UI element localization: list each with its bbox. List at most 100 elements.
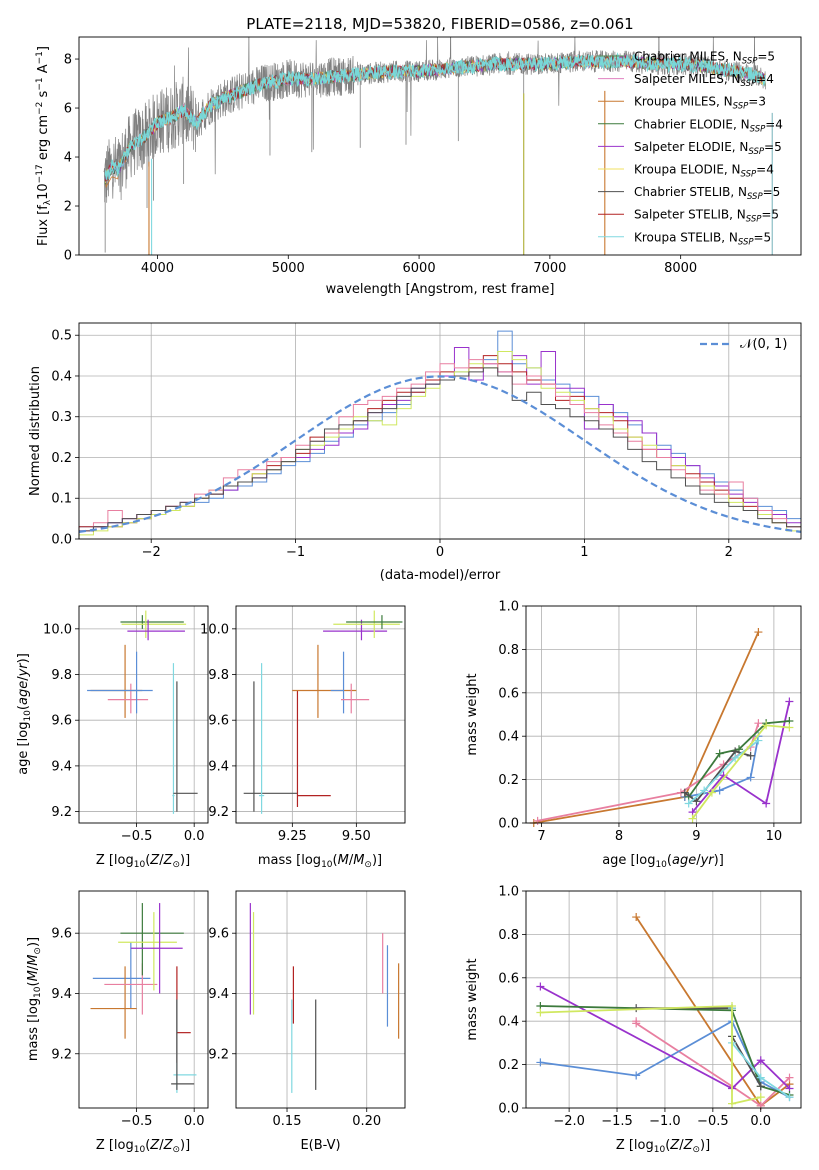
x-tick-label: 1: [580, 545, 588, 560]
y-tick-label: 0.0: [498, 1102, 519, 1117]
data-point-marker: [754, 719, 763, 728]
x-tick-label: 8000: [664, 261, 697, 276]
x-tick-label: 8: [615, 829, 623, 844]
data-point-marker: [746, 751, 755, 760]
y-axis-label: age [log10(age/yr)]: [16, 653, 33, 775]
data-point-marker: [692, 797, 701, 806]
x-tick-label: −1.5: [601, 1114, 633, 1129]
axes-frame: [78, 36, 802, 256]
x-tick-label: 0.0: [184, 1114, 205, 1129]
axes-frame: [525, 890, 802, 1109]
data-point-marker: [762, 799, 771, 808]
data-point-marker: [756, 1073, 765, 1082]
y-tick-label: 9.6: [208, 714, 229, 729]
mass-weight-vs-metallicity-panel: −2.0 −1.5 −1.0 −0.5 0.0 0.0 0.2 0.4 0.6 0.8 1.0 mas…: [465, 885, 802, 1155]
residual-histogram-panel: −2 −1 0 1 2 0.0 0.1 0.2 0.3 0.4 0.5 (data-model)/er…: [28, 322, 802, 583]
y-tick-label: 0.8: [498, 928, 519, 943]
data-point-marker: [632, 1071, 641, 1080]
x-tick-label: 7: [537, 829, 545, 844]
x-tick-label: 5000: [272, 261, 305, 276]
legend-label: Salpeter STELIB, NSSP=5: [634, 208, 779, 225]
y-tick-label: 0.2: [498, 773, 519, 788]
y-tick-label: 0.0: [498, 817, 519, 832]
data-point-marker: [684, 799, 693, 808]
x-axis-label: age [log10(age/yr)]: [602, 853, 724, 870]
y-tick-label: 0.2: [51, 451, 72, 466]
data-point-marker: [762, 721, 771, 730]
y-tick-label: 9.4: [208, 987, 229, 1002]
x-tick-label: 0.15: [273, 1114, 302, 1129]
axes-frame: [78, 890, 209, 1109]
data-point-marker: [536, 1058, 545, 1067]
axes-frame: [235, 605, 406, 824]
y-tick-label: 9.8: [51, 668, 72, 683]
axes-frame: [235, 890, 406, 1109]
x-tick-label: −0.5: [121, 1114, 153, 1129]
x-axis-label: Z [log10(Z/Z⊙)]: [96, 1138, 190, 1155]
mass-weight-series: [540, 1005, 761, 1105]
x-tick-label: 7000: [533, 261, 566, 276]
data-point-marker: [785, 723, 794, 732]
data-point-marker: [632, 1019, 641, 1028]
data-point-marker: [754, 736, 763, 745]
data-point-marker: [785, 697, 794, 706]
x-tick-label: 0: [436, 545, 444, 560]
data-point-marker: [680, 788, 689, 797]
legend-label: Chabrier STELIB, NSSP=5: [634, 185, 780, 202]
y-tick-label: 0.4: [498, 730, 519, 745]
x-tick-label: 2: [725, 545, 733, 560]
y-tick-label: 10.0: [43, 622, 72, 637]
y-tick-label: 0: [64, 249, 72, 264]
y-tick-label: 0.4: [51, 369, 72, 384]
y-tick-label: 1.0: [498, 600, 519, 615]
axes-frame: [78, 605, 209, 824]
spectrum-panel: 4000 5000 6000 7000 8000 0 2 4 6 8 wavelength [Ang…: [35, 36, 802, 297]
data-point-marker: [728, 1002, 737, 1011]
x-tick-label: −1.0: [649, 1114, 681, 1129]
x-axis-label: Z [log10(Z/Z⊙)]: [616, 1138, 710, 1155]
figure-title: PLATE=2118, MJD=53820, FIBERID=0586, z=0…: [246, 15, 633, 33]
mass-weight-series: [539, 985, 791, 1090]
y-tick-label: 9.2: [208, 1047, 229, 1062]
x-tick-label: 10: [766, 829, 783, 844]
x-axis-label: wavelength [Angstrom, rest frame]: [326, 282, 555, 297]
x-axis-label: Z [log10(Z/Z⊙)]: [96, 853, 190, 870]
y-tick-label: 0.0: [51, 533, 72, 548]
y-tick-label: 1.0: [498, 885, 519, 900]
y-tick-label: 9.4: [51, 759, 72, 774]
y-axis-label: mass [log10(M/M⊙)]: [26, 937, 43, 1061]
x-tick-label: −0.5: [121, 829, 153, 844]
legend-label: Salpeter MILES, NSSP=4: [634, 72, 774, 89]
x-tick-label: −2.0: [553, 1114, 585, 1129]
data-point-marker: [632, 913, 641, 922]
data-point-marker: [756, 1056, 765, 1065]
data-point-marker: [707, 788, 716, 797]
data-point-marker: [715, 786, 724, 795]
gaussian-curve: [78, 375, 802, 533]
y-tick-label: 0.2: [498, 1058, 519, 1073]
data-point-marker: [533, 816, 542, 825]
y-tick-label: 0.5: [51, 329, 72, 344]
mass-vs-metallicity-panel: −0.5 0.0 9.2 9.4 9.6 Z [log10(Z/Z⊙)] mass [log…: [26, 890, 209, 1155]
age-vs-mass-panel: 9.25 9.50 9.2 9.4 9.6 9.8 10.0 mass [log10(M/M⊙…: [200, 605, 406, 870]
x-tick-label: 9: [692, 829, 700, 844]
y-axis-label: mass weight: [465, 958, 480, 1040]
data-point-marker: [728, 1099, 737, 1108]
data-point-marker: [731, 753, 740, 762]
histogram-series: [78, 367, 801, 539]
mass-weight-vs-age-panel: 7 8 9 10 0.0 0.2 0.4 0.6 0.8 1.0 mass weight age [l…: [465, 600, 802, 870]
data-point-marker: [785, 1073, 794, 1082]
y-tick-label: 0.3: [51, 410, 72, 425]
age-vs-metallicity-panel: −0.5 0.0 9.2 9.4 9.6 9.8 10.0 Z [log10(Z/Z⊙)] ag…: [16, 605, 209, 870]
mass-weight-series: [691, 724, 790, 820]
x-tick-label: −2: [142, 545, 161, 560]
y-tick-label: 0.8: [498, 643, 519, 658]
y-tick-label: 9.2: [208, 805, 229, 820]
x-tick-label: 6000: [403, 261, 436, 276]
x-axis-label: (data-model)/error: [380, 568, 501, 583]
model-fit-line-kroupa-stelib: [104, 52, 766, 180]
y-axis-label: Normed distribution: [28, 366, 43, 496]
y-axis-label: mass weight: [465, 673, 480, 755]
x-tick-label: 9.50: [342, 829, 371, 844]
